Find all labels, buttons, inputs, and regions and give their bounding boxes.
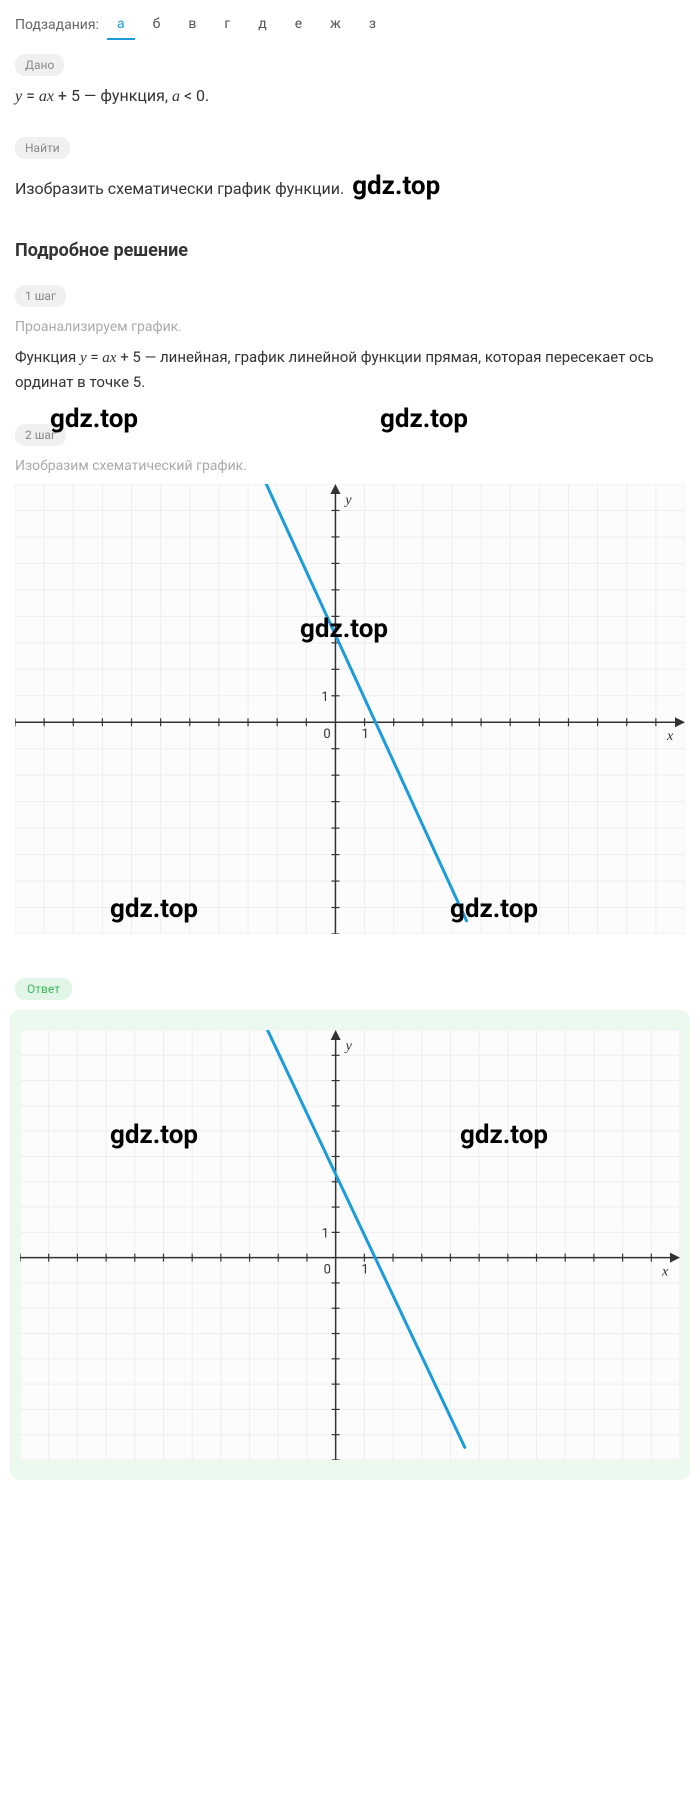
step1-text: Функция y = ax + 5 — линейная, график ли… xyxy=(0,345,700,410)
tab-a[interactable]: а xyxy=(107,10,135,40)
find-text-content: Изобразить схематически график функции. xyxy=(15,179,344,198)
tab-g[interactable]: г xyxy=(214,10,240,40)
step1-badge: 1 шаг xyxy=(15,285,66,307)
svg-text:x: x xyxy=(661,1265,669,1280)
svg-text:1: 1 xyxy=(362,727,369,742)
chart-main: y x 0 1 1 xyxy=(15,484,685,934)
svg-text:0: 0 xyxy=(324,1263,331,1278)
answer-box: yx011 gdz.top gdz.top xyxy=(10,1010,690,1480)
chart-main-wrap: yx011 gdz.top gdz.top gdz.top xyxy=(0,484,700,954)
answer-badge: Ответ xyxy=(15,978,72,1000)
tab-b[interactable]: б xyxy=(143,10,171,40)
svg-text:1: 1 xyxy=(321,690,328,705)
subtasks-label: Подзадания: xyxy=(15,17,99,33)
chart-answer: y x 0 1 1 xyxy=(20,1030,680,1460)
step2-caption: Изобразим схематический график. xyxy=(0,454,700,484)
tab-d[interactable]: д xyxy=(248,10,276,40)
tab-v[interactable]: в xyxy=(178,10,206,40)
svg-text:x: x xyxy=(666,729,674,744)
chart-answer-svg: y x 0 1 1 xyxy=(20,1030,680,1460)
chart-svg: y x 0 1 1 xyxy=(15,484,685,934)
svg-text:y: y xyxy=(343,493,352,508)
step1-caption: Проанализируем график. xyxy=(0,315,700,345)
step2-badge: 2 шаг xyxy=(15,424,66,446)
find-badge: Найти xyxy=(15,137,70,159)
given-text: y = ax + 5 — функция, a < 0. xyxy=(0,84,700,123)
svg-text:0: 0 xyxy=(323,727,330,742)
svg-text:1: 1 xyxy=(361,1263,368,1278)
given-badge: Дано xyxy=(15,54,64,76)
tab-zh[interactable]: ж xyxy=(320,10,351,40)
find-text: Изобразить схематически график функции. … xyxy=(0,167,700,220)
subtasks-row: Подзадания: а б в г д е ж з xyxy=(0,0,700,40)
tab-e[interactable]: е xyxy=(285,10,312,40)
watermark: gdz.top xyxy=(352,171,440,201)
svg-text:1: 1 xyxy=(322,1226,329,1241)
solution-title: Подробное решение xyxy=(0,220,700,271)
svg-text:y: y xyxy=(344,1039,353,1054)
tab-z[interactable]: з xyxy=(359,10,386,40)
